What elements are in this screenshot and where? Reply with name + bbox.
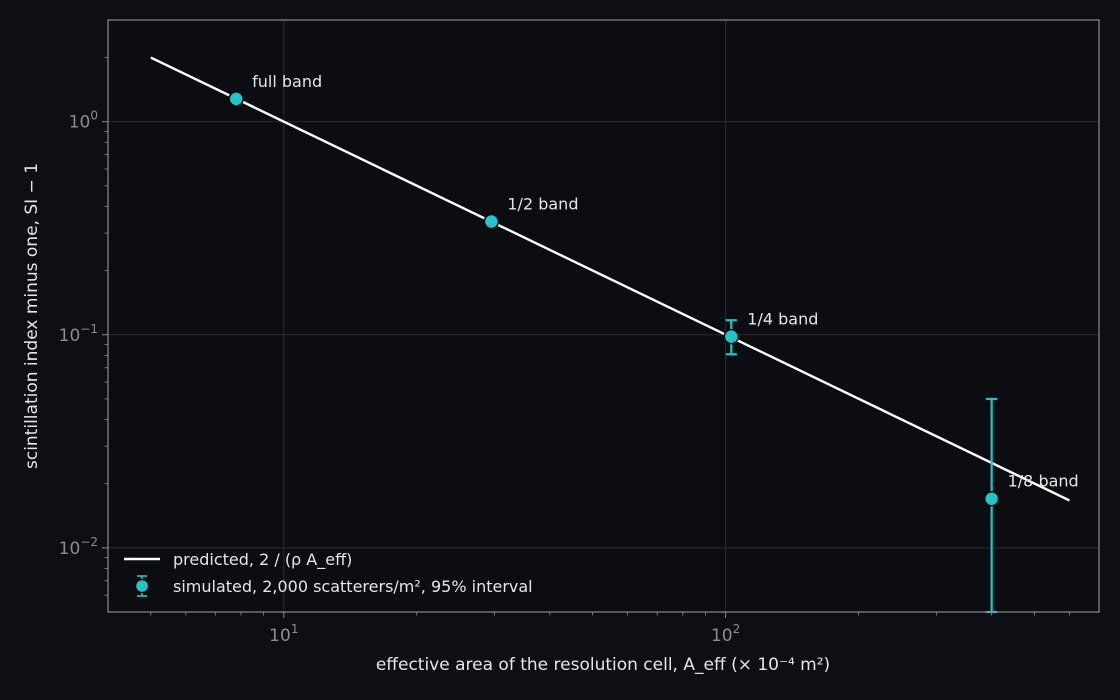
point-annotation: 1/4 band xyxy=(747,310,818,329)
legend-label-predicted: predicted, 2 / (ρ A_eff) xyxy=(173,550,352,570)
plot-series: full band 1/2 band 1/4 band 1/8 band xyxy=(150,56,1079,614)
legend-marker-swatch xyxy=(134,575,150,597)
data-point xyxy=(483,213,500,230)
data-point xyxy=(983,490,1000,507)
point-annotation: 1/2 band xyxy=(507,195,578,214)
legend-label-simulated: simulated, 2,000 scatterers/m², 95% inte… xyxy=(173,577,533,596)
data-point-group: 1/4 band xyxy=(723,310,818,356)
legend: predicted, 2 / (ρ A_eff) simulated, 2,00… xyxy=(124,550,533,597)
data-point-group: full band xyxy=(228,72,322,107)
data-point xyxy=(228,91,244,107)
point-annotation: full band xyxy=(252,72,322,91)
data-point xyxy=(723,328,740,345)
x-axis-label: effective area of the resolution cell, A… xyxy=(376,655,830,675)
grid xyxy=(108,20,1099,612)
point-annotation: 1/8 band xyxy=(1008,472,1079,491)
y-axis-label: scintillation index minus one, SI − 1 xyxy=(22,163,42,469)
series-line-predicted xyxy=(150,56,1070,502)
plot-frame xyxy=(107,19,1100,613)
data-point-group: 1/2 band xyxy=(483,195,578,230)
plot-area xyxy=(108,20,1099,612)
